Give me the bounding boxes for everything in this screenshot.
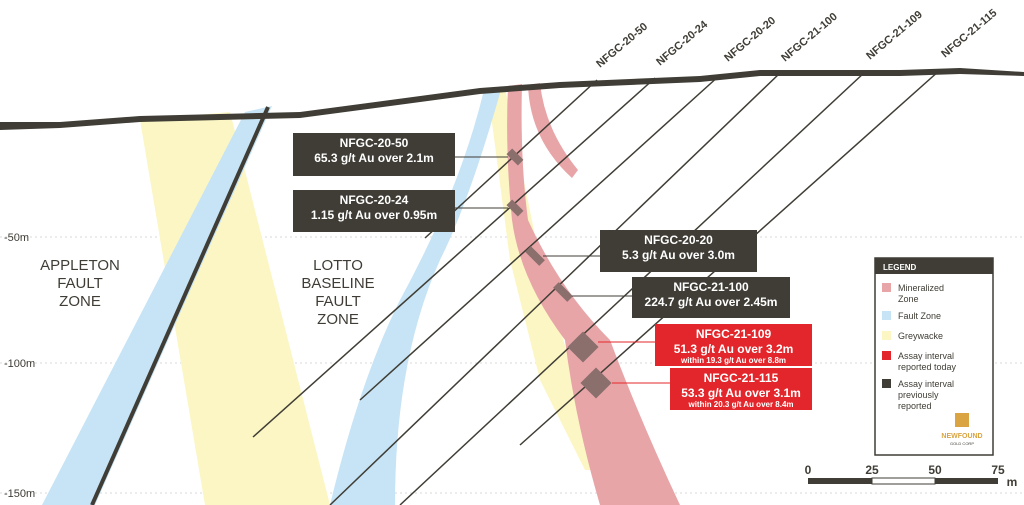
- legend-label: Greywacke: [898, 331, 943, 341]
- intercept: [525, 246, 545, 266]
- intercept: [553, 282, 573, 302]
- depth-label: -50m: [4, 232, 29, 244]
- callout-hole: NFGC-20-24: [340, 193, 409, 207]
- scale-seg: [871, 477, 936, 485]
- logo-icon: [955, 413, 969, 427]
- fault-zone: [42, 106, 272, 505]
- hole-label: NFGC-21-115: [939, 7, 999, 60]
- legend: LEGEND Mineralized Zone Fault Zone Greywack…: [874, 257, 994, 456]
- zone-label: FAULT: [315, 293, 361, 310]
- callout-text: 224.7 g/t Au over 2.45m: [645, 295, 778, 309]
- callout-hole: NFGC-21-100: [673, 280, 749, 294]
- callout-text: 53.3 g/t Au over 3.1m: [681, 386, 801, 400]
- callout-box: [293, 190, 455, 232]
- callout-box: [632, 277, 790, 318]
- scale-tick: 25: [865, 463, 879, 477]
- legend-title: LEGEND: [883, 263, 917, 272]
- callout-hole: NFGC-21-109: [696, 327, 772, 341]
- legend-swatch: [882, 311, 891, 320]
- legend-swatch: [882, 351, 891, 360]
- zone-label: BASELINE: [301, 275, 374, 292]
- intercept: [506, 199, 524, 217]
- legend-box: [874, 257, 994, 456]
- zone-label: LOTTO: [313, 257, 363, 274]
- hole-label: NFGC-20-20: [722, 15, 778, 65]
- callout-text: 51.3 g/t Au over 3.2m: [674, 342, 794, 356]
- zone-label: FAULT: [57, 275, 103, 292]
- scale-tick: 75: [991, 463, 1005, 477]
- mineralized-zone: [558, 300, 605, 350]
- callout-text: 5.3 g/t Au over 3.0m: [622, 248, 735, 262]
- hole-label: NFGC-20-24: [654, 18, 711, 68]
- callout-text: 65.3 g/t Au over 2.1m: [314, 151, 434, 165]
- legend-swatch: [882, 379, 891, 388]
- scale-unit: m: [1007, 475, 1018, 489]
- legend-swatch: [882, 331, 891, 340]
- callout-sub: within 20.3 g/t Au over 8.4m: [687, 400, 793, 409]
- scale-tick: 0: [805, 463, 812, 477]
- zone-label: APPLETON: [40, 257, 120, 274]
- legend-label: Mineralized Zone: [898, 283, 944, 304]
- hole-label: NFGC-21-109: [864, 9, 925, 63]
- hole-label: NFGC-20-50: [594, 21, 650, 71]
- zone-label: ZONE: [317, 311, 359, 328]
- callout-box: [655, 324, 812, 366]
- scale-seg: [808, 478, 872, 484]
- scale-bar: 0 25 50 75 m: [805, 463, 1018, 489]
- callout-hole: NFGC-20-50: [340, 136, 409, 150]
- scale-tick: 50: [928, 463, 942, 477]
- legend-label: Fault Zone: [898, 311, 941, 321]
- logo-name: NEWFOUND: [941, 433, 982, 440]
- depth-label: -150m: [4, 488, 35, 500]
- zone-label: ZONE: [59, 293, 101, 310]
- scale-seg: [935, 478, 998, 484]
- legend-label: Assay interval previously reported: [898, 379, 954, 411]
- hole-label: NFGC-21-100: [779, 11, 840, 65]
- intercept: [506, 148, 524, 166]
- callout-box: [670, 368, 812, 410]
- callout-box: [600, 230, 757, 272]
- legend-label: Assay interval reported today: [898, 351, 957, 372]
- legend-header: [875, 258, 993, 274]
- greywacke: [140, 112, 330, 505]
- fault-line: [90, 106, 270, 505]
- callout-box: [293, 133, 455, 176]
- logo-sub: GOLD CORP: [950, 441, 974, 446]
- mineralized-zone: [507, 84, 680, 505]
- callout-hole: NFGC-20-20: [644, 233, 713, 247]
- legend-swatch: [882, 283, 891, 292]
- surface: [0, 68, 1024, 130]
- callout-sub: within 19.3 g/t Au over 8.8m: [680, 356, 786, 365]
- depth-label: -100m: [4, 358, 35, 370]
- callout-text: 1.15 g/t Au over 0.95m: [311, 208, 437, 222]
- mineralized-zone: [528, 83, 578, 178]
- fault-zone: [330, 86, 502, 505]
- callout-hole: NFGC-21-115: [704, 371, 779, 385]
- drill-hole: [252, 77, 656, 438]
- drill-hole: [359, 74, 721, 401]
